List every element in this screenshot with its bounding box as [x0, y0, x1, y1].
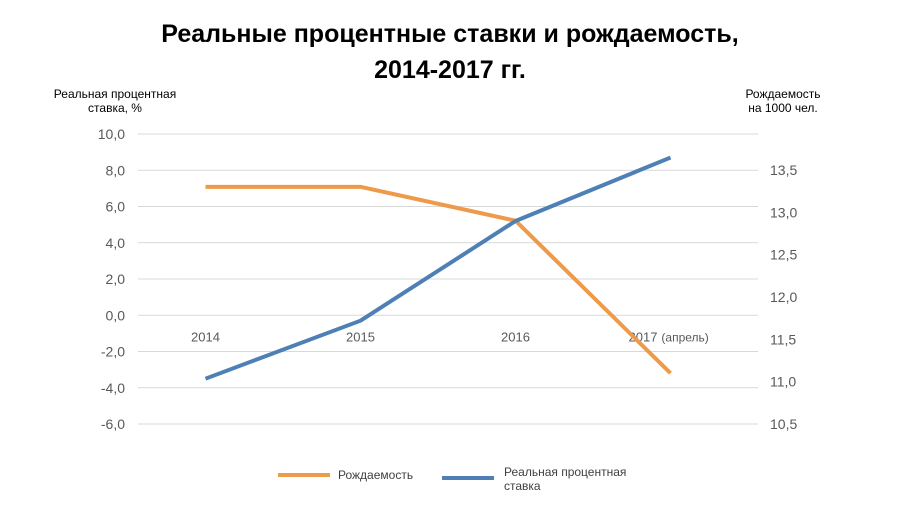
category-label: 2016 — [501, 329, 530, 344]
right-tick-label: 11,5 — [770, 331, 796, 347]
left-tick-label: 10,0 — [98, 126, 125, 142]
left-axis-label-line2: ставка, % — [88, 101, 142, 115]
series-line-rate — [204, 155, 672, 381]
left-tick-label: 4,0 — [106, 235, 126, 251]
left-axis-label-line1: Реальная процентная — [54, 87, 176, 101]
left-tick-label: -6,0 — [101, 416, 125, 432]
right-tick-label: 13,0 — [770, 204, 797, 220]
right-tick-label: 13,5 — [770, 162, 797, 178]
left-tick-label: 8,0 — [106, 162, 126, 178]
series-line-births — [205, 184, 672, 375]
right-tick-label: 12,0 — [770, 289, 797, 305]
right-axis-label-line1: Рождаемость — [745, 87, 820, 101]
left-tick-label: 2,0 — [106, 271, 126, 287]
left-tick-label: -2,0 — [101, 344, 125, 360]
chart-title-line2: 2014-2017 гг. — [374, 56, 526, 84]
chart-title-line1: Реальные процентные ставки и рождаемость… — [161, 20, 738, 48]
right-tick-label: 10,5 — [770, 416, 797, 432]
legend-label-rate-line2: ставка — [504, 479, 541, 493]
category-label: 2015 — [346, 329, 375, 344]
category-label: 2014 — [191, 329, 220, 344]
legend-label-rate-line1: Реальная процентная — [504, 465, 626, 479]
right-axis-label-line2: на 1000 чел. — [748, 101, 818, 115]
right-tick-label: 12,5 — [770, 247, 797, 263]
legend-label-births: Рождаемость — [338, 468, 413, 482]
left-tick-label: -4,0 — [101, 380, 125, 396]
right-tick-label: 11,0 — [770, 374, 796, 390]
left-tick-label: 0,0 — [106, 307, 126, 323]
category-label: 2017 (апрель) — [629, 329, 709, 344]
left-tick-label: 6,0 — [106, 199, 126, 215]
